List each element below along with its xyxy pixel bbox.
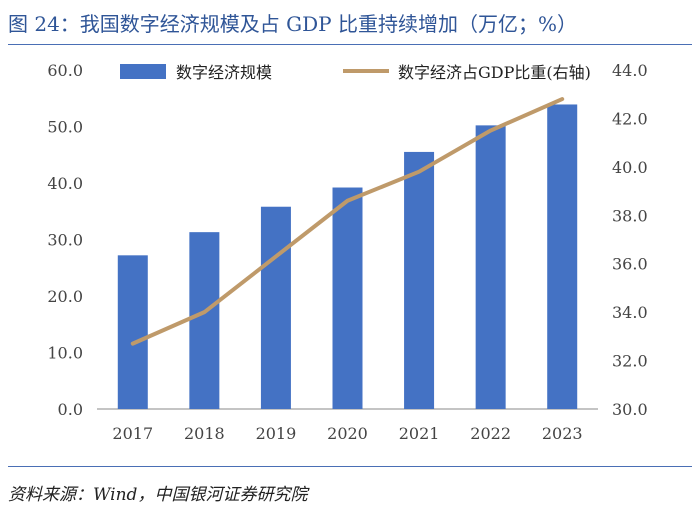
right-axis-tick-label: 32.0	[612, 352, 648, 371]
title-divider	[8, 44, 692, 45]
left-axis-tick-label: 10.0	[47, 344, 83, 363]
chart-title: 图 24：我国数字经济规模及占 GDP 比重持续增加（万亿；%）	[8, 12, 577, 36]
bar	[332, 187, 363, 409]
line-point	[346, 199, 349, 203]
x-axis-tick-label: 2022	[470, 424, 511, 443]
right-axis-tick-label: 36.0	[612, 255, 648, 274]
legend-bar-label: 数字经济规模	[176, 63, 272, 82]
source-divider	[8, 466, 692, 467]
left-axis-tick-label: 30.0	[47, 231, 83, 250]
left-axis-tick-label: 0.0	[58, 400, 83, 419]
axes-group: 0.0 10.0 20.0 30.0 40.0 50.0 60.0 30.0 32.0 34.0 3…	[47, 61, 647, 443]
right-axis-tick-label: 38.0	[612, 206, 648, 225]
left-axis-tick-label: 20.0	[47, 287, 83, 306]
bar	[117, 255, 148, 409]
bar	[475, 125, 506, 410]
x-axis-tick-label: 2019	[256, 424, 297, 443]
x-axis-tick-label: 2017	[112, 424, 153, 443]
legend-bar-swatch	[120, 64, 166, 79]
left-axis-tick-label: 60.0	[47, 61, 83, 80]
left-axis-tick-label: 40.0	[47, 174, 83, 193]
legend-group: 数字经济规模 数字经济占GDP比重(右轴)	[120, 63, 591, 82]
x-axis-tick-label: 2020	[327, 424, 368, 443]
line-point	[202, 310, 206, 314]
line-point	[560, 97, 564, 101]
left-axis-tick-label: 50.0	[47, 118, 83, 137]
right-axis-tick-label: 30.0	[612, 400, 648, 419]
line-point	[274, 254, 278, 258]
right-axis-tick-label: 42.0	[612, 109, 648, 128]
line-point	[131, 342, 135, 346]
bar	[547, 104, 578, 409]
right-axis-tick-label: 40.0	[612, 158, 648, 177]
source-note: 资料来源：Wind，中国银河证券研究院	[8, 485, 308, 505]
legend-line-label: 数字经济占GDP比重(右轴)	[398, 63, 591, 82]
line-point	[489, 129, 493, 133]
x-axis-tick-label: 2021	[399, 424, 440, 443]
bar	[189, 232, 220, 409]
bar	[260, 206, 291, 409]
right-axis-tick-label: 44.0	[612, 61, 648, 80]
x-axis-tick-label: 2023	[542, 424, 583, 443]
x-axis-tick-label: 2018	[184, 424, 225, 443]
bars-group	[117, 104, 578, 410]
line-point	[417, 170, 421, 174]
bar-line-chart: 0.0 10.0 20.0 30.0 40.0 50.0 60.0 30.0 32.0 34.0 3…	[47, 61, 647, 443]
bar	[404, 151, 435, 410]
right-axis-tick-label: 34.0	[612, 303, 648, 322]
line-group	[130, 97, 565, 346]
